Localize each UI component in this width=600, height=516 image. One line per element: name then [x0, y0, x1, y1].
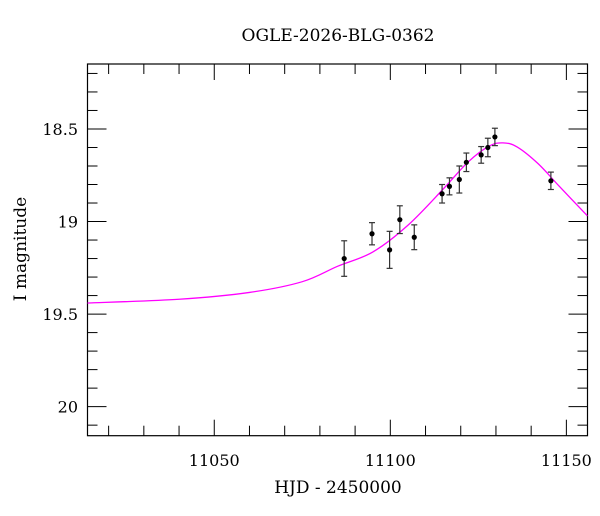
- data-point: [387, 247, 393, 253]
- plot-frame: [86, 63, 589, 437]
- y-tick-label: 18.5: [42, 120, 78, 139]
- data-point: [485, 144, 491, 151]
- data-point-group: [484, 137, 491, 158]
- data-point: [397, 217, 403, 223]
- data-point-group: [369, 222, 376, 246]
- data-point: [446, 183, 453, 189]
- data-point-group: [396, 205, 403, 235]
- chart-title: OGLE-2026-BLG-0362: [242, 26, 435, 46]
- data-point: [456, 176, 462, 183]
- data-point: [369, 231, 375, 237]
- y-tick-label: 19.5: [42, 305, 78, 324]
- data-points-layer: [341, 127, 554, 277]
- data-point-group: [411, 224, 418, 251]
- data-point-group: [386, 230, 393, 269]
- data-point: [341, 255, 347, 262]
- data-point: [492, 134, 498, 140]
- y-tick-label: 19: [58, 213, 78, 232]
- data-point-group: [491, 127, 498, 147]
- x-tick-label: 11150: [541, 451, 592, 470]
- y-tick-label: 20: [58, 398, 78, 417]
- data-point: [439, 191, 445, 197]
- data-point: [411, 234, 417, 240]
- model-curve: [87, 142, 588, 304]
- y-axis-label: I magnitude: [11, 197, 31, 301]
- axes: 11050 11100 11150 18.5 19 19.5 20: [42, 63, 592, 470]
- x-tick-label: 11100: [365, 451, 416, 470]
- data-point-group: [547, 171, 554, 191]
- data-point: [478, 152, 484, 158]
- data-point-group: [478, 145, 485, 164]
- x-tick-label: 11050: [189, 451, 240, 470]
- data-point-group: [456, 165, 463, 194]
- data-point-group: [439, 183, 446, 204]
- x-axis-label: HJD - 2450000: [274, 478, 402, 498]
- data-point-group: [446, 177, 453, 196]
- data-point: [463, 159, 469, 165]
- data-point-group: [463, 152, 470, 173]
- model-curve-layer: [87, 142, 588, 304]
- data-point: [548, 178, 554, 184]
- data-point-group: [341, 240, 348, 277]
